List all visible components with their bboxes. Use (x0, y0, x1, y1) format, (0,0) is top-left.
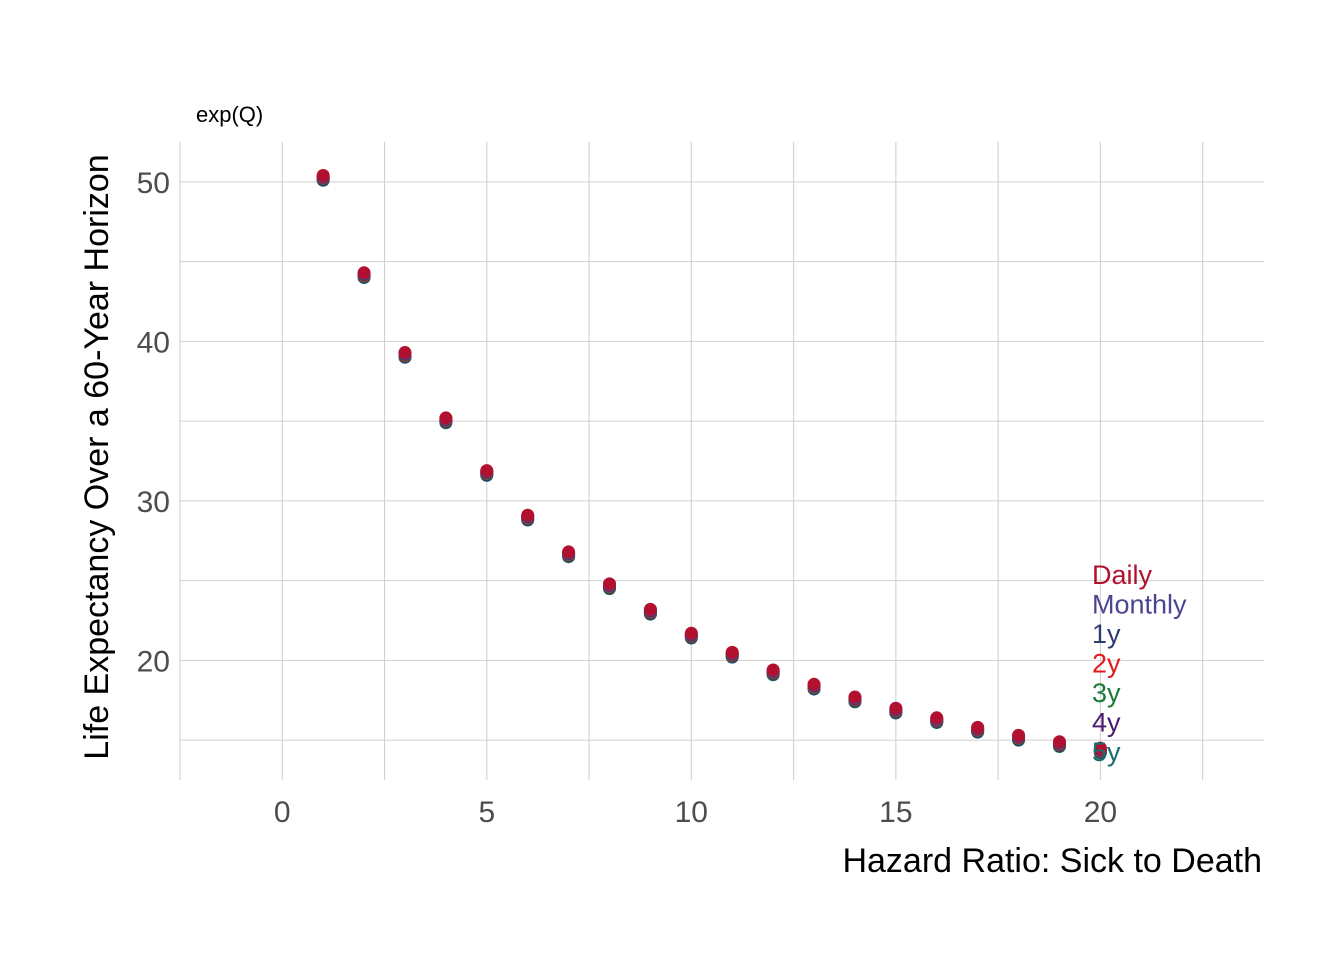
series-daily (316, 168, 1107, 755)
series-1y (316, 170, 1107, 757)
legend-label-3y: 3y (1092, 678, 1121, 708)
legend-label-daily: Daily (1092, 560, 1153, 590)
grid (179, 142, 1264, 780)
series-3y (316, 172, 1107, 758)
series-2y (316, 171, 1107, 757)
x-axis-ticks: 0 5 10 15 20 (274, 796, 1117, 829)
x-tick-label: 15 (879, 796, 912, 829)
data-point (971, 720, 985, 734)
data-point (439, 411, 453, 425)
x-tick-label: 5 (478, 796, 495, 829)
data-point (603, 577, 617, 591)
x-tick-label: 20 (1084, 796, 1117, 829)
legend-label-2y: 2y (1092, 649, 1121, 679)
y-tick-label: 20 (137, 645, 170, 678)
data-point (398, 346, 412, 360)
x-tick-label: 10 (675, 796, 708, 829)
data-point (357, 266, 371, 280)
data-point (316, 168, 330, 182)
data-point (1012, 728, 1026, 742)
x-tick-label: 0 (274, 796, 291, 829)
data-point (807, 677, 821, 691)
data-point (521, 508, 535, 522)
data-points (316, 168, 1107, 760)
chart-subtitle: exp(Q) (196, 102, 263, 127)
y-tick-label: 30 (137, 486, 170, 519)
data-point (848, 690, 862, 704)
series-4y (316, 172, 1107, 759)
data-point (889, 701, 903, 715)
series-monthly (316, 169, 1107, 756)
data-point (1093, 741, 1107, 755)
data-point (1052, 735, 1066, 749)
legend-label-4y: 4y (1092, 708, 1121, 738)
data-point (930, 711, 944, 725)
data-point (684, 626, 698, 640)
legend-label-5y: 5y (1092, 737, 1121, 767)
legend-label-monthly: Monthly (1092, 590, 1187, 620)
y-axis-ticks: 20 30 40 50 (137, 167, 170, 679)
data-point (725, 645, 739, 659)
legend-label-1y: 1y (1092, 619, 1121, 649)
y-tick-label: 50 (137, 167, 170, 200)
data-point (480, 464, 494, 478)
data-point (643, 602, 657, 616)
data-point (562, 545, 576, 559)
data-point (766, 663, 780, 677)
y-axis-title: Life Expectancy Over a 60-Year Horizon (78, 154, 116, 759)
x-axis-title: Hazard Ratio: Sick to Death (842, 842, 1262, 880)
y-tick-label: 40 (137, 326, 170, 359)
